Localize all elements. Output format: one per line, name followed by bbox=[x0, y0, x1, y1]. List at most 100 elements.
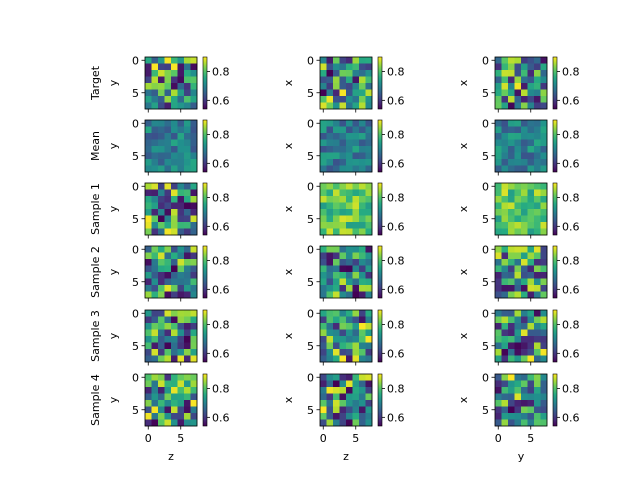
heatmap-cell bbox=[333, 202, 340, 210]
heatmap-cell bbox=[190, 146, 198, 153]
heatmap-cell bbox=[540, 406, 548, 414]
heatmap-cell bbox=[534, 165, 541, 173]
colorbar-tick-label: 0.8 bbox=[562, 382, 580, 395]
x-axis-label: z bbox=[168, 450, 174, 463]
heatmap-cell bbox=[145, 189, 152, 197]
heatmap-cell bbox=[171, 126, 178, 134]
heatmap-cell bbox=[151, 76, 159, 84]
y-tick-label: 5 bbox=[307, 276, 314, 289]
heatmap-cell bbox=[521, 419, 528, 427]
heatmap-cell bbox=[151, 259, 159, 266]
heatmap-cell bbox=[514, 183, 522, 190]
heatmap-cell bbox=[521, 285, 528, 292]
heatmap-cell bbox=[508, 126, 515, 134]
heatmap-cell bbox=[495, 76, 502, 84]
heatmap-cell bbox=[333, 316, 340, 324]
heatmap-cell bbox=[534, 336, 541, 343]
heatmap-cell bbox=[527, 222, 535, 229]
panel-frame bbox=[144, 119, 198, 173]
heatmap-cell bbox=[508, 329, 515, 337]
heatmap-cell bbox=[521, 406, 528, 414]
panel-frame bbox=[319, 119, 373, 173]
heatmap-cell bbox=[540, 323, 548, 330]
heatmap-cell bbox=[514, 102, 522, 110]
heatmap-cell bbox=[508, 165, 515, 173]
heatmap-cell bbox=[145, 413, 152, 420]
heatmap-cell bbox=[184, 316, 191, 324]
heatmap-cell bbox=[352, 139, 360, 147]
heatmap-cell bbox=[177, 63, 185, 71]
heatmap-cell bbox=[164, 228, 172, 236]
colorbar-tick-label: 0.6 bbox=[562, 94, 580, 107]
colorbar-tick-label: 0.6 bbox=[212, 94, 230, 107]
heatmap-cell bbox=[359, 413, 366, 420]
heatmap-cell bbox=[501, 196, 509, 203]
heatmap-cell bbox=[177, 152, 185, 160]
colorbar bbox=[552, 245, 558, 299]
heatmap-cell bbox=[514, 413, 522, 420]
panel-frame bbox=[144, 309, 198, 363]
heatmap-cell bbox=[365, 272, 373, 279]
heatmap-cell bbox=[514, 310, 522, 317]
heatmap-cell bbox=[326, 57, 334, 64]
heatmap-cell bbox=[365, 387, 373, 394]
heatmap-cell bbox=[158, 196, 165, 203]
heatmap-cell bbox=[158, 152, 165, 160]
heatmap-cell bbox=[346, 152, 353, 160]
heatmap-cell bbox=[495, 96, 502, 103]
y-tick-label: 5 bbox=[307, 150, 314, 163]
heatmap-cell bbox=[534, 126, 541, 134]
heatmap-cell bbox=[540, 152, 548, 160]
colorbar-tick-label: 0.6 bbox=[212, 220, 230, 233]
heatmap-cell bbox=[145, 387, 152, 394]
heatmap-cell bbox=[320, 139, 327, 147]
heatmap-cell bbox=[184, 63, 191, 71]
heatmap-cell bbox=[326, 355, 334, 363]
heatmap-cell bbox=[333, 120, 340, 127]
heatmap-cell bbox=[521, 159, 528, 166]
heatmap-cell bbox=[164, 400, 172, 407]
heatmap-cell bbox=[190, 102, 198, 110]
heatmap-cell bbox=[352, 57, 360, 64]
heatmap-cell bbox=[346, 126, 353, 134]
y-tick-label: 5 bbox=[307, 340, 314, 353]
row-label: Mean bbox=[89, 131, 102, 161]
heatmap-cell bbox=[171, 329, 178, 337]
heatmap-cell bbox=[151, 246, 159, 253]
heatmap-cell bbox=[508, 419, 515, 427]
heatmap-cell bbox=[346, 159, 353, 166]
heatmap-cell bbox=[177, 215, 185, 223]
heatmap-cell bbox=[527, 196, 535, 203]
heatmap-cell bbox=[158, 316, 165, 324]
heatmap-cell bbox=[326, 133, 334, 140]
heatmap-cell bbox=[540, 349, 548, 356]
heatmap-cell bbox=[164, 323, 172, 330]
heatmap-cell bbox=[495, 419, 502, 427]
y-axis-label: x bbox=[282, 268, 295, 275]
heatmap-cell bbox=[352, 126, 360, 134]
heatmap-cell bbox=[184, 291, 191, 299]
heatmap-cell bbox=[151, 380, 159, 388]
heatmap-cell bbox=[359, 252, 366, 260]
colorbar bbox=[202, 309, 208, 363]
heatmap-cell bbox=[521, 215, 528, 223]
heatmap-cell bbox=[540, 120, 548, 127]
heatmap-cell bbox=[501, 202, 509, 210]
heatmap-cell bbox=[171, 265, 178, 273]
heatmap-cell bbox=[352, 285, 360, 292]
heatmap-cell bbox=[365, 152, 373, 160]
heatmap-cell bbox=[164, 380, 172, 388]
heatmap-cell bbox=[145, 374, 152, 381]
heatmap-cell bbox=[527, 165, 535, 173]
heatmap-cell bbox=[359, 165, 366, 173]
heatmap-cell bbox=[190, 133, 198, 140]
heatmap-cell bbox=[184, 222, 191, 229]
heatmap-cell bbox=[521, 342, 528, 350]
heatmap-cell bbox=[521, 329, 528, 337]
heatmap-cell bbox=[527, 209, 535, 216]
panel-frame bbox=[494, 373, 548, 427]
heatmap-cell bbox=[184, 126, 191, 134]
panel-frame bbox=[494, 245, 548, 299]
heatmap-cell bbox=[339, 146, 347, 153]
heatmap-cell bbox=[151, 355, 159, 363]
